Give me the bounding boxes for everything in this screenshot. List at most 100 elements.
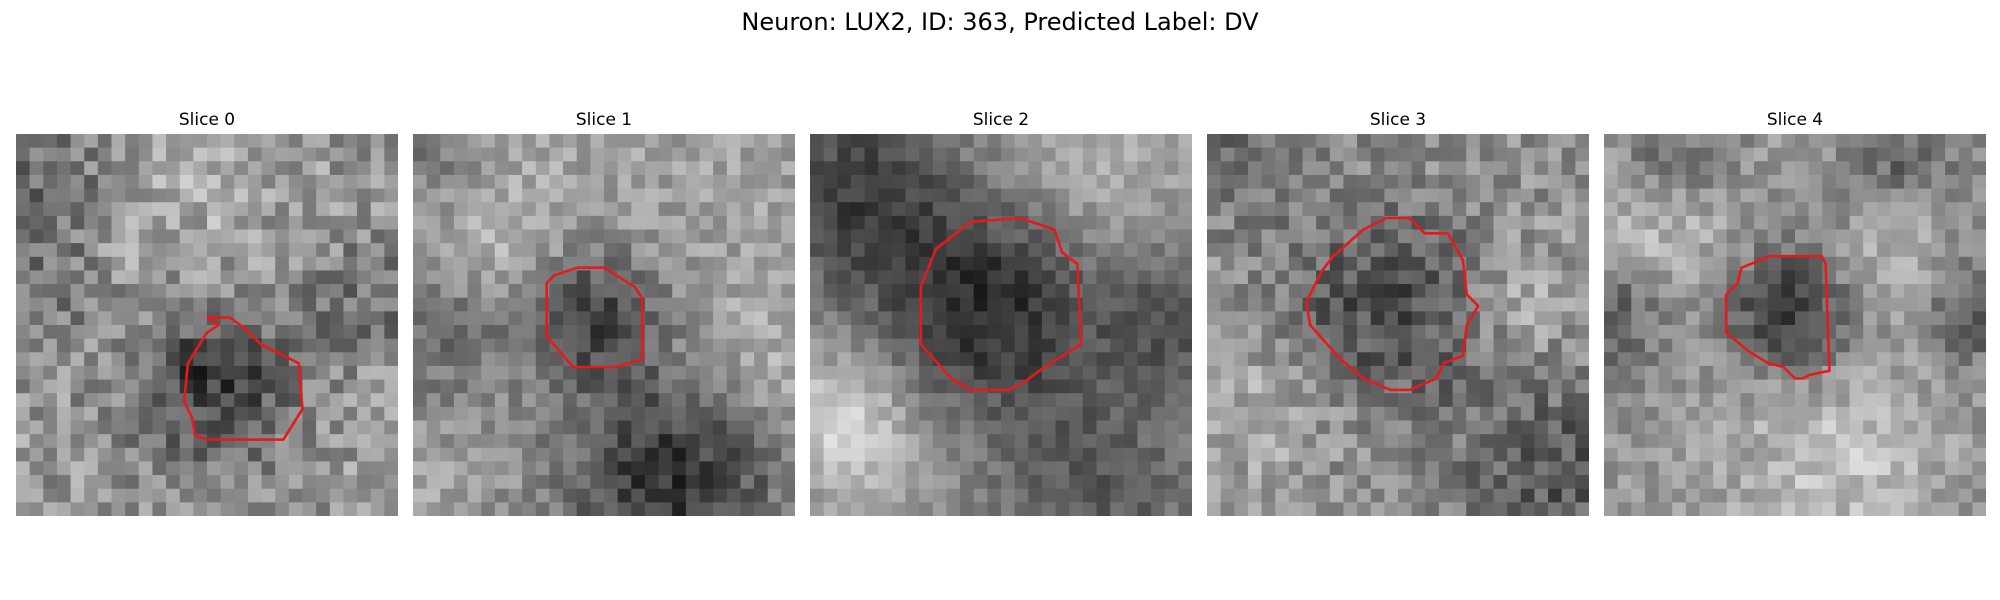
pixel xyxy=(1343,147,1358,162)
pixel xyxy=(1398,256,1413,272)
pixel xyxy=(1520,406,1536,422)
pixel xyxy=(973,447,988,463)
pixel xyxy=(946,134,961,149)
pixel xyxy=(111,325,126,340)
pixel xyxy=(152,461,167,476)
pixel xyxy=(1972,147,1986,162)
pixel xyxy=(1507,284,1522,299)
pixel xyxy=(1261,379,1276,394)
pixel xyxy=(850,202,866,217)
pixel xyxy=(494,338,510,353)
pixel xyxy=(1631,297,1646,312)
pixel xyxy=(125,147,140,162)
pixel xyxy=(125,406,140,422)
pixel xyxy=(767,393,782,408)
pixel xyxy=(1699,325,1714,340)
pixel xyxy=(166,256,181,272)
pixel xyxy=(740,311,755,326)
pixel xyxy=(522,325,537,340)
pixel xyxy=(1808,447,1823,463)
pixel xyxy=(1164,379,1179,394)
pixel xyxy=(1302,352,1317,367)
pixel xyxy=(740,406,755,422)
pixel xyxy=(1452,202,1467,217)
pixel xyxy=(70,325,85,340)
pixel xyxy=(166,461,181,476)
pixel xyxy=(193,379,208,394)
pixel xyxy=(343,434,358,449)
pixel xyxy=(1561,420,1576,435)
pixel xyxy=(919,174,934,190)
pixel xyxy=(1055,270,1070,285)
pixel xyxy=(672,284,687,299)
pixel xyxy=(440,420,455,435)
pixel xyxy=(1520,284,1536,299)
pixel xyxy=(1137,475,1152,490)
pixel xyxy=(343,447,358,463)
pixel xyxy=(699,256,714,272)
pixel xyxy=(302,352,317,367)
pixel xyxy=(16,284,31,299)
pixel xyxy=(16,188,31,203)
pixel xyxy=(302,379,317,394)
pixel xyxy=(1275,393,1290,408)
pixel xyxy=(508,434,523,449)
pixel xyxy=(275,215,290,231)
pixel xyxy=(740,325,755,340)
pixel xyxy=(1561,174,1576,190)
pixel xyxy=(1123,202,1139,217)
pixel xyxy=(179,352,194,367)
pixel xyxy=(1151,161,1166,176)
pixel xyxy=(631,147,646,162)
pixel xyxy=(535,379,551,394)
pixel xyxy=(1754,284,1769,299)
pixel xyxy=(343,202,358,217)
pixel xyxy=(1713,134,1728,149)
pixel xyxy=(1904,270,1919,285)
pixel xyxy=(837,215,852,231)
pixel xyxy=(1123,379,1139,394)
pixel xyxy=(1178,352,1192,367)
pixel xyxy=(29,406,44,422)
pixel xyxy=(1876,311,1892,326)
pixel xyxy=(1931,270,1946,285)
pixel xyxy=(1781,461,1796,476)
pixel xyxy=(426,215,441,231)
pixel xyxy=(810,297,825,312)
pixel xyxy=(111,447,126,463)
pixel xyxy=(699,311,714,326)
pixel xyxy=(1110,352,1125,367)
pixel xyxy=(138,325,154,340)
pixel xyxy=(960,174,975,190)
pixel xyxy=(453,243,469,258)
pixel xyxy=(767,297,782,312)
pixel xyxy=(1329,379,1345,394)
pixel xyxy=(247,215,263,231)
pixel xyxy=(508,270,523,285)
pixel xyxy=(275,311,290,326)
pixel xyxy=(1370,174,1385,190)
pixel xyxy=(644,352,660,367)
pixel xyxy=(1754,215,1769,231)
pixel xyxy=(138,502,154,516)
pixel xyxy=(16,161,31,176)
pixel xyxy=(1548,188,1563,203)
pixel xyxy=(1384,352,1399,367)
pixel xyxy=(1631,229,1646,244)
pixel xyxy=(1548,284,1563,299)
pixel xyxy=(453,229,469,244)
pixel xyxy=(810,393,825,408)
pixel xyxy=(1247,461,1263,476)
pixel xyxy=(878,229,893,244)
pixel xyxy=(508,325,523,340)
pixel xyxy=(1726,502,1742,516)
pixel xyxy=(810,420,825,435)
pixel xyxy=(1082,420,1098,435)
pixel xyxy=(1055,338,1070,353)
pixel xyxy=(740,174,755,190)
pixel xyxy=(179,174,194,190)
pixel xyxy=(1151,270,1166,285)
pixel xyxy=(29,475,44,490)
pixel xyxy=(672,365,687,381)
pixel xyxy=(1438,406,1454,422)
